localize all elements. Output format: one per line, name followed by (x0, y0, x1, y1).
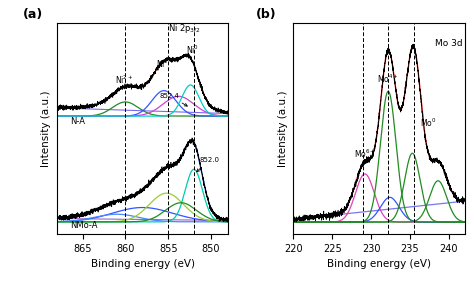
Y-axis label: Intensity (a.u.): Intensity (a.u.) (278, 90, 288, 167)
Text: Mo$^{6+}$: Mo$^{6+}$ (354, 147, 376, 160)
X-axis label: Binding energy (eV): Binding energy (eV) (91, 259, 194, 269)
X-axis label: Binding energy (eV): Binding energy (eV) (327, 259, 431, 269)
Text: N-A: N-A (70, 117, 85, 126)
Text: Mo 3d: Mo 3d (435, 39, 463, 48)
Text: (b): (b) (255, 8, 276, 21)
Text: 852.4: 852.4 (160, 93, 187, 106)
Text: Ni$^{2+}$: Ni$^{2+}$ (115, 74, 133, 86)
Text: Mo$^{0}$: Mo$^{0}$ (420, 116, 437, 129)
Text: Ni$^{2+}$: Ni$^{2+}$ (156, 57, 175, 70)
Text: NMo-A: NMo-A (70, 221, 97, 230)
Text: Mo$^{4+}$: Mo$^{4+}$ (377, 73, 399, 85)
Text: 852.0: 852.0 (197, 157, 219, 172)
Text: (a): (a) (23, 8, 43, 21)
Text: Ni 2p$_{3/2}$: Ni 2p$_{3/2}$ (168, 22, 201, 35)
Text: Ni$^{0}$: Ni$^{0}$ (186, 44, 199, 56)
Y-axis label: Intensity (a.u.): Intensity (a.u.) (41, 90, 51, 167)
